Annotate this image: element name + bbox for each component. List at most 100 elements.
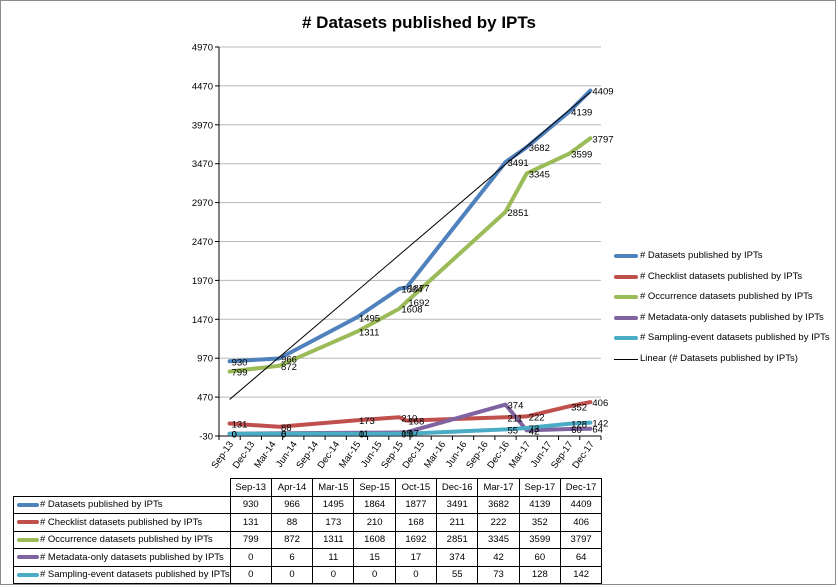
table-cell: 168 — [394, 513, 438, 532]
table-cell: 17 — [394, 548, 438, 567]
table-row: # Metadata-only datasets published by IP… — [13, 548, 603, 567]
table-column-header: Oct-15 — [394, 478, 438, 497]
data-label: 128 — [571, 420, 587, 431]
table-row-swatch — [17, 572, 39, 577]
table-cell: 406 — [559, 513, 603, 532]
table-cell: 352 — [518, 513, 561, 532]
table-cell: 2851 — [436, 530, 479, 549]
table-column-header: Mar-17 — [477, 478, 520, 497]
table-cell: 0 — [353, 565, 396, 584]
y-tick-label: 2970 — [192, 198, 213, 209]
legend-label: # Sampling-event datasets published by I… — [640, 332, 830, 343]
table-row-header: # Occurrence datasets published by IPTs — [13, 530, 231, 549]
table-row-label: # Occurrence datasets published by IPTs — [40, 534, 213, 546]
table-cell: 872 — [270, 530, 314, 549]
table-cell: 966 — [270, 495, 314, 514]
table-column-header: Sep-15 — [353, 478, 396, 497]
table-cell: 15 — [353, 548, 396, 567]
table-column-header: Apr-14 — [270, 478, 314, 497]
data-label: 3682 — [529, 143, 550, 154]
data-label: 88 — [281, 423, 292, 434]
legend-label: # Checklist datasets published by IPTs — [640, 270, 803, 282]
table-row-swatch — [17, 555, 39, 560]
legend-item: # Occurrence datasets published by IPTs — [614, 289, 836, 310]
table-row-label: # Metadata-only datasets published by IP… — [40, 551, 224, 563]
table-cell: 142 — [559, 565, 603, 584]
data-label: 73 — [529, 424, 540, 435]
data-label: 872 — [281, 362, 297, 373]
data-label: 0 — [359, 430, 364, 441]
table-cell: 64 — [559, 548, 603, 567]
table-cell: 3491 — [436, 495, 479, 514]
data-label: 3797 — [592, 134, 613, 145]
y-tick-label: 3470 — [192, 159, 213, 170]
data-label: 1692 — [408, 298, 429, 309]
data-label: 1877 — [408, 284, 429, 295]
table-cell: 88 — [270, 513, 314, 532]
legend-label: # Occurrence datasets published by IPTs — [640, 291, 813, 302]
table-row: # Sampling-event datasets published by I… — [13, 565, 603, 584]
legend-label: # Metadata-only datasets published by IP… — [640, 311, 824, 323]
table-cell: 222 — [477, 513, 520, 532]
table-corner — [13, 478, 231, 497]
data-label: 374 — [508, 401, 524, 412]
data-label: 64 — [592, 425, 603, 436]
legend-swatch — [614, 315, 638, 320]
data-label: 799 — [232, 368, 248, 379]
legend-swatch — [614, 358, 638, 360]
data-label: 211 — [508, 413, 523, 424]
table-cell: 6 — [270, 548, 314, 567]
data-label: 131 — [232, 419, 248, 430]
table-row: # Checklist datasets published by IPTs 13… — [13, 513, 603, 532]
data-label: 930 — [232, 357, 248, 368]
table-cell: 1877 — [394, 495, 438, 514]
table-cell: 73 — [477, 565, 520, 584]
table-cell: 210 — [353, 513, 396, 532]
table-column-header: Sep-17 — [518, 478, 561, 497]
legend-swatch — [614, 336, 638, 340]
x-tick-label: Mar-15 — [337, 439, 363, 470]
table-cell: 60 — [518, 548, 561, 567]
data-table: Sep-13 Apr-14 Mar-15 Sep-15 Oct-15 Dec-16 Mar-… — [13, 478, 603, 584]
table-cell: 1864 — [353, 495, 396, 514]
table-cell: 0 — [394, 565, 438, 584]
y-tick-label: 4970 — [192, 43, 213, 54]
y-tick-label: 970 — [197, 354, 213, 365]
table-row-header: # Checklist datasets published by IPTs — [13, 513, 231, 532]
table-row-swatch — [17, 520, 39, 525]
legend-item: # Sampling-event datasets published by I… — [614, 330, 836, 351]
y-tick-label: 1970 — [192, 276, 213, 287]
table-cell: 4409 — [559, 495, 603, 514]
data-label: 1864 — [401, 285, 422, 296]
y-tick-label: 3970 — [192, 120, 213, 131]
table-row-swatch — [17, 502, 39, 507]
data-label: 6 — [281, 429, 286, 440]
legend: # Datasets published by IPTs # Checklist … — [614, 248, 836, 371]
table-cell: 799 — [229, 530, 272, 549]
table-cell: 374 — [436, 548, 479, 567]
x-tick-label: Mar-14 — [252, 439, 278, 470]
legend-label: # Datasets published by IPTs — [640, 250, 763, 261]
table-row-label: # Sampling-event datasets published by I… — [40, 569, 230, 581]
series-line-5 — [227, 420, 593, 436]
legend-item: # Checklist datasets published by IPTs — [614, 269, 836, 290]
table-cell: 3599 — [518, 530, 561, 549]
table-cell: 1311 — [312, 530, 355, 549]
table-cell: 128 — [518, 565, 561, 584]
table-column-header: Dec-16 — [436, 478, 479, 497]
table-cell: 0 — [312, 565, 355, 584]
legend-swatch — [614, 254, 638, 258]
table-row-swatch — [17, 537, 39, 542]
data-label: 4409 — [592, 87, 613, 98]
data-label: 966 — [281, 355, 297, 366]
legend-item: Linear (# Datasets published by IPTs) — [614, 351, 836, 372]
series-line-2 — [227, 400, 593, 429]
table-row-header: # Metadata-only datasets published by IP… — [13, 548, 231, 567]
data-label: 4139 — [571, 108, 592, 119]
data-label: 168 — [408, 417, 424, 428]
table-cell: 0 — [270, 565, 314, 584]
chart-title: # Datasets published by IPTs — [302, 13, 536, 32]
table-row: # Datasets published by IPTs 930 966 1495 18… — [13, 495, 603, 514]
table-cell: 1608 — [353, 530, 396, 549]
